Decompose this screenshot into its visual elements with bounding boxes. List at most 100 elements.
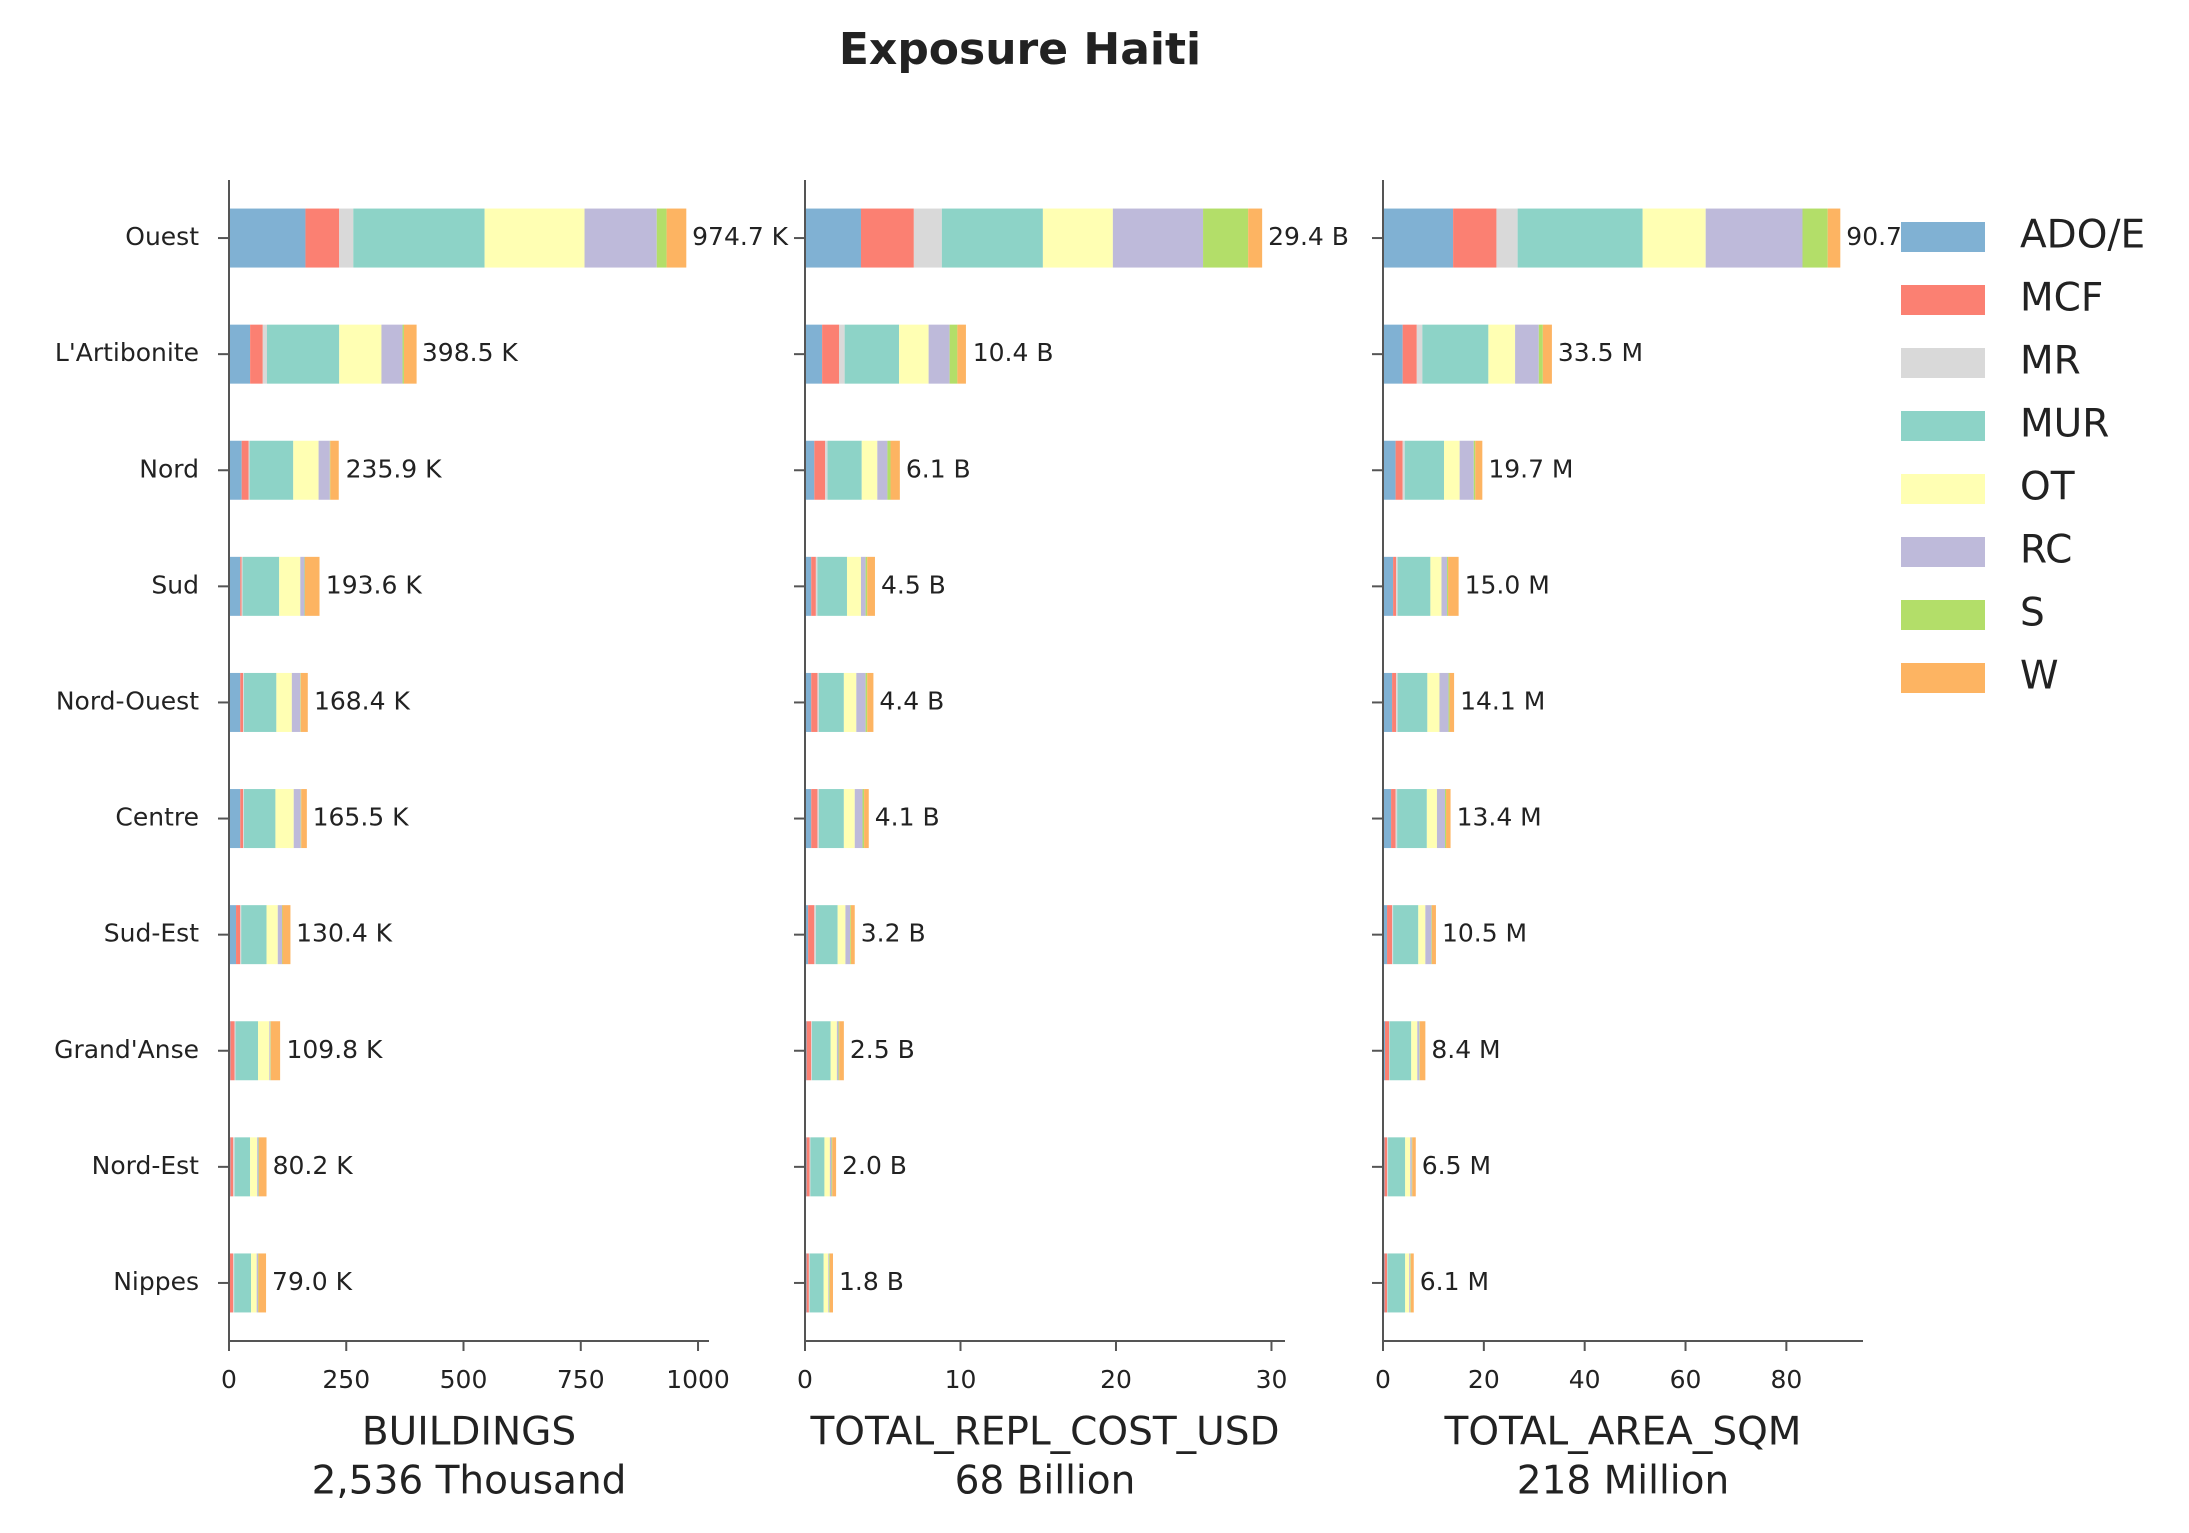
bar-segment bbox=[1412, 1137, 1413, 1196]
x-axis-label: 2,536 Thousand bbox=[312, 1459, 627, 1504]
bar-segment bbox=[832, 1137, 836, 1196]
bar-segment bbox=[240, 789, 243, 848]
bar-segment bbox=[353, 209, 484, 268]
bar-segment bbox=[831, 1021, 837, 1080]
bar-segment bbox=[240, 557, 241, 616]
bar-segment bbox=[250, 325, 263, 384]
bar-segment bbox=[810, 1253, 824, 1312]
value-label: 29.4 B bbox=[1268, 222, 1349, 251]
x-tick-label: 60 bbox=[1670, 1365, 1702, 1394]
bar-segment bbox=[899, 325, 929, 384]
legend-label: S bbox=[2020, 591, 2045, 636]
bar-segment bbox=[301, 673, 308, 732]
bar-segment bbox=[229, 905, 236, 964]
bar-segment bbox=[819, 673, 844, 732]
bar-segment bbox=[1383, 209, 1453, 268]
bar-segment bbox=[830, 1137, 832, 1196]
x-tick-label: 250 bbox=[322, 1365, 370, 1394]
bar-segment bbox=[1496, 209, 1517, 268]
x-tick-label: 1000 bbox=[666, 1365, 730, 1394]
x-axis-label: TOTAL_AREA_SQM bbox=[1444, 1410, 1802, 1455]
bar-segment bbox=[1543, 325, 1552, 384]
bar-segment bbox=[229, 441, 242, 500]
x-tick-label: 0 bbox=[221, 1365, 237, 1394]
bar-segment bbox=[243, 789, 244, 848]
bar-segment bbox=[1419, 1021, 1420, 1080]
bar-segment bbox=[1397, 789, 1427, 848]
bar-segment bbox=[1043, 209, 1113, 268]
bar-segment bbox=[1447, 557, 1448, 616]
value-label: 33.5 M bbox=[1558, 338, 1643, 367]
bar-segment bbox=[1392, 673, 1396, 732]
value-label: 79.0 K bbox=[272, 1267, 353, 1296]
value-label: 6.1 B bbox=[906, 454, 971, 483]
bar-segment bbox=[251, 1253, 257, 1312]
y-tick-label: Centre bbox=[115, 803, 199, 832]
bar-segment bbox=[1427, 789, 1437, 848]
bar-segment bbox=[855, 789, 863, 848]
bar-segment bbox=[824, 1137, 829, 1196]
bar-segment bbox=[1417, 325, 1423, 384]
bar-segment bbox=[829, 1253, 830, 1312]
bar-segment bbox=[339, 209, 353, 268]
bar-segment bbox=[1388, 1253, 1406, 1312]
bar-segment bbox=[1445, 789, 1446, 848]
bar-segment bbox=[300, 557, 304, 616]
legend-label: MUR bbox=[2020, 402, 2109, 447]
bar-segment bbox=[810, 1137, 824, 1196]
bar-segment bbox=[275, 789, 293, 848]
value-label: 974.7 K bbox=[692, 222, 789, 251]
bar-segment bbox=[805, 441, 814, 500]
x-tick-label: 0 bbox=[797, 1365, 813, 1394]
bar-segment bbox=[667, 209, 687, 268]
bar-segment bbox=[1450, 673, 1455, 732]
bar-segment bbox=[831, 1137, 832, 1196]
x-tick-label: 20 bbox=[1468, 1365, 1500, 1394]
bar-segment bbox=[319, 441, 330, 500]
bar-segment bbox=[817, 673, 819, 732]
bar-segment bbox=[1539, 325, 1543, 384]
legend-swatch bbox=[1901, 411, 1985, 441]
bar-segment bbox=[807, 1253, 809, 1312]
value-label: 10.4 B bbox=[973, 338, 1054, 367]
bar-segment bbox=[403, 325, 404, 384]
x-tick-label: 80 bbox=[1770, 1365, 1802, 1394]
bar-segment bbox=[235, 1021, 236, 1080]
bar-segment bbox=[816, 905, 838, 964]
bar-segment bbox=[250, 441, 294, 500]
y-tick-label: Sud bbox=[151, 570, 199, 599]
bar-segment bbox=[230, 1137, 233, 1196]
value-label: 2.0 B bbox=[842, 1151, 907, 1180]
legend-label: RC bbox=[2020, 528, 2072, 573]
bar-segment bbox=[1417, 1021, 1419, 1080]
bar-segment bbox=[1430, 557, 1441, 616]
bar-segment bbox=[1418, 905, 1425, 964]
value-label: 80.2 K bbox=[273, 1151, 354, 1180]
bar-segment bbox=[844, 789, 855, 848]
legend-swatch bbox=[1901, 474, 1985, 504]
bar-segment bbox=[1388, 1137, 1405, 1196]
bar-segment bbox=[1444, 441, 1460, 500]
bar-segment bbox=[241, 905, 266, 964]
bar-segment bbox=[305, 557, 320, 616]
value-label: 1.8 B bbox=[839, 1267, 904, 1296]
bar-segment bbox=[244, 789, 275, 848]
bar-segment bbox=[867, 673, 873, 732]
legend-label: ADO/E bbox=[2020, 213, 2145, 258]
bar-segment bbox=[1410, 1137, 1412, 1196]
bar-segment bbox=[862, 441, 878, 500]
bar-segment bbox=[812, 1021, 831, 1080]
bar-segment bbox=[301, 789, 307, 848]
bar-segment bbox=[1398, 557, 1431, 616]
x-tick-label: 10 bbox=[945, 1365, 977, 1394]
bar-segment bbox=[807, 1021, 812, 1080]
value-label: 15.0 M bbox=[1465, 570, 1550, 599]
bar-segment bbox=[229, 789, 240, 848]
x-axis-label: TOTAL_REPL_COST_USD bbox=[809, 1410, 1279, 1455]
legend-label: W bbox=[2020, 654, 2059, 699]
legend-label: MCF bbox=[2020, 276, 2103, 321]
bar-segment bbox=[1706, 209, 1803, 268]
x-tick-label: 20 bbox=[1100, 1365, 1132, 1394]
bar-segment bbox=[863, 789, 865, 848]
